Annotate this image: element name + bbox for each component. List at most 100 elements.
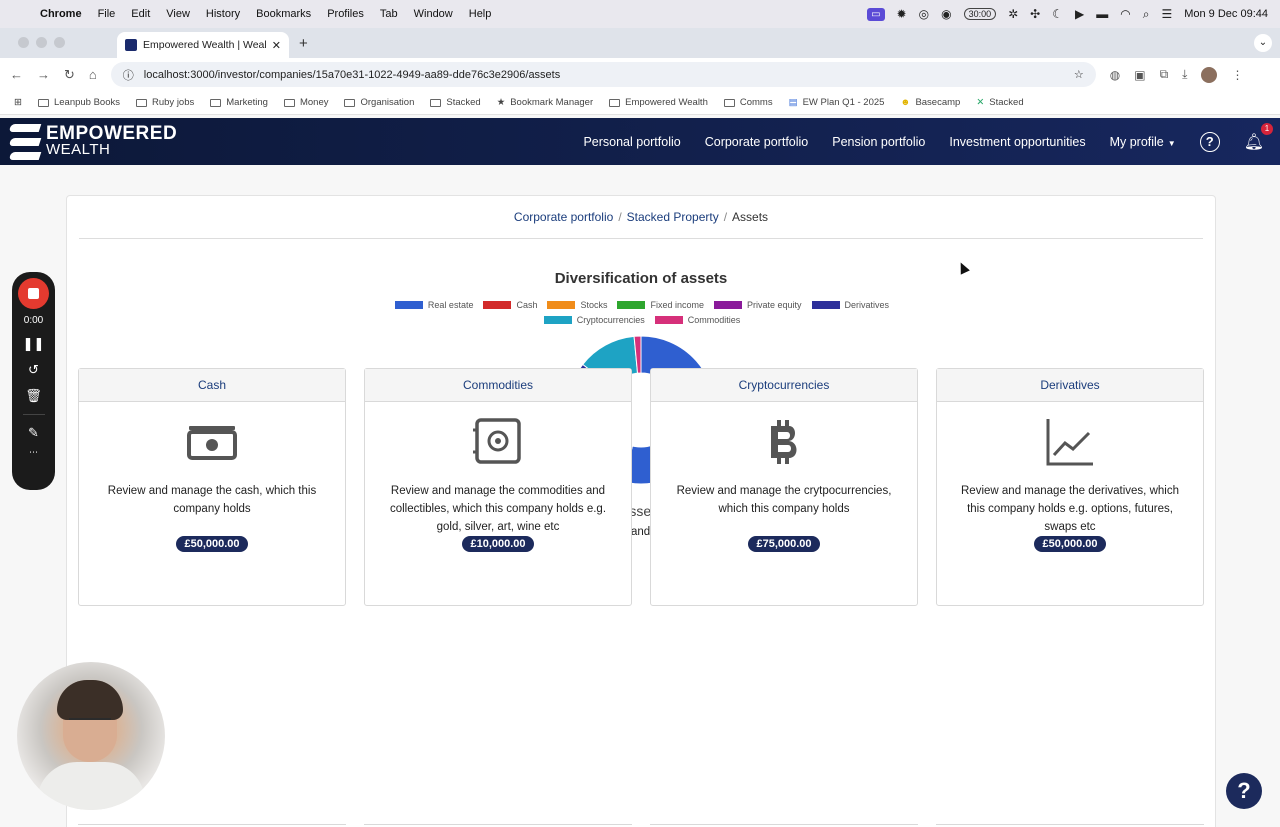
legend-swatch — [483, 301, 512, 309]
legend-item[interactable]: Private equity — [714, 300, 802, 310]
menu-bookmarks[interactable]: Bookmarks — [256, 8, 312, 20]
menu-edit[interactable]: Edit — [131, 8, 151, 20]
app-status-icon[interactable]: ◉ — [941, 7, 952, 21]
browser-tab[interactable]: Empowered Wealth | Wealth M ✕ — [117, 32, 289, 58]
menu-window[interactable]: Window — [413, 8, 453, 20]
bookmark-item[interactable]: Money — [283, 97, 328, 108]
legend-item[interactable]: Real estate — [394, 300, 474, 310]
legend-item[interactable]: Derivatives — [811, 300, 889, 310]
minimize-window-button[interactable] — [36, 37, 47, 48]
url-text[interactable]: localhost:3000/investor/companies/15a70e… — [143, 68, 561, 81]
bookmark-item[interactable]: Stacked — [430, 97, 481, 108]
new-tab-button[interactable]: + — [299, 35, 308, 52]
close-tab-icon[interactable]: ✕ — [271, 39, 281, 52]
nav-corporate-portfolio[interactable]: Corporate portfolio — [704, 134, 809, 149]
extension-icon-2[interactable]: ▣ — [1134, 67, 1146, 82]
bookmark-item[interactable]: Ruby jobs — [136, 97, 194, 108]
breadcrumb-company[interactable]: Stacked Property — [626, 210, 719, 224]
asset-card-cash[interactable]: Cash Review and manage the cash, which t… — [78, 368, 346, 606]
bookmark-label: EW Plan Q1 - 2025 — [802, 97, 885, 108]
asset-card-title[interactable]: Commodities — [365, 369, 631, 402]
spotlight-icon[interactable]: ⌕ — [1142, 6, 1150, 21]
bookmark-item[interactable]: ★ Bookmark Manager — [497, 97, 593, 108]
site-info-icon[interactable]: ⓘ — [122, 69, 134, 82]
help-chat-button[interactable]: ? — [1226, 773, 1262, 809]
menu-tab[interactable]: Tab — [379, 8, 398, 20]
notification-bell-icon[interactable]: 🔔︎ 1 — [1244, 122, 1273, 152]
donut-slice-commodities[interactable] — [633, 335, 642, 374]
brand-logo[interactable]: EMPOWERED WEALTH — [8, 123, 177, 160]
asset-card-title[interactable]: Derivatives — [937, 369, 1203, 402]
bookmark-item[interactable]: ▤ EW Plan Q1 - 2025 — [789, 97, 885, 108]
menubar-clock[interactable]: Mon 9 Dec 09:44 — [1184, 8, 1268, 20]
bookmark-item[interactable]: Comms — [723, 97, 773, 108]
maximize-window-button[interactable] — [54, 37, 65, 48]
breadcrumb-corporate-portfolio[interactable]: Corporate portfolio — [513, 210, 614, 224]
back-icon[interactable]: ← — [10, 67, 23, 82]
more-dots-icon[interactable]: ⋯ — [29, 447, 38, 457]
bookmark-item[interactable]: Empowered Wealth — [609, 97, 708, 108]
legend-item[interactable]: Cash — [483, 300, 537, 310]
address-bar[interactable]: ⓘ localhost:3000/investor/companies/15a7… — [110, 62, 1096, 87]
notification-badge: 1 — [1261, 122, 1273, 135]
legend-item[interactable]: Commodities — [654, 315, 740, 325]
apps-grid-icon[interactable]: ⊞ — [14, 97, 22, 108]
extension-icon-1[interactable]: ◍ — [1109, 67, 1121, 82]
battery-icon[interactable]: ▬ — [1096, 7, 1109, 21]
webcam-bubble[interactable] — [17, 662, 165, 810]
asset-card-derivatives[interactable]: Derivatives Review and manage the deriva… — [936, 368, 1204, 606]
pencil-icon[interactable]: ✎ — [28, 425, 39, 440]
legend-item[interactable]: Stocks — [547, 300, 607, 310]
home-icon[interactable]: ⌂ — [88, 67, 97, 82]
nav-my-profile[interactable]: My profile ▼ — [1110, 135, 1176, 149]
restart-icon[interactable]: ↺ — [28, 362, 39, 377]
bookmark-item[interactable]: Leanpub Books — [37, 97, 120, 108]
browser-menu-icon[interactable]: ⋮ — [1231, 67, 1244, 82]
asset-card-title[interactable]: Cryptocurrencies — [651, 369, 917, 402]
legend-item[interactable]: Cryptocurrencies — [543, 315, 645, 325]
menu-app[interactable]: Chrome — [40, 8, 82, 20]
fan-icon[interactable]: ✣ — [1030, 7, 1041, 21]
stop-recording-button[interactable] — [18, 278, 49, 309]
bookmark-item[interactable]: Organisation — [344, 97, 414, 108]
bookmark-item[interactable]: ✕ Stacked — [976, 97, 1023, 108]
legend-item[interactable]: Fixed income — [617, 300, 704, 310]
wifi-icon[interactable]: ◠ — [1120, 7, 1131, 21]
nav-pension-portfolio[interactable]: Pension portfolio — [832, 134, 926, 149]
extensions-puzzle-icon[interactable]: ⧉ — [1159, 67, 1169, 81]
butterfly-icon[interactable]: ✲ — [1008, 7, 1019, 21]
download-icon[interactable]: ⤓ — [1182, 67, 1188, 81]
menu-file[interactable]: File — [97, 8, 116, 20]
bookmark-item[interactable]: ☻ Basecamp — [900, 97, 960, 108]
bookmark-star-icon[interactable]: ☆ — [1073, 69, 1084, 81]
reload-icon[interactable]: ↻ — [64, 66, 75, 82]
control-center-icon[interactable]: ☰ — [1161, 7, 1173, 21]
play-icon[interactable]: ▶ — [1075, 7, 1085, 21]
menu-history[interactable]: History — [205, 8, 241, 20]
menu-profiles[interactable]: Profiles — [327, 8, 364, 20]
trash-icon[interactable]: 🗑︎ — [25, 388, 42, 403]
legend-label: Real estate — [427, 300, 474, 310]
screen-record-icon[interactable]: ▭ — [867, 7, 885, 21]
help-icon[interactable]: ? — [1199, 131, 1220, 152]
profile-avatar[interactable] — [1201, 66, 1218, 83]
tab-search-chevron-icon[interactable]: ⌄ — [1254, 34, 1272, 52]
legend-swatch — [543, 316, 572, 324]
asset-card-title[interactable]: Cash — [79, 369, 345, 402]
asset-card-commodities[interactable]: Commodities Review and manage the commod… — [364, 368, 632, 606]
menu-view[interactable]: View — [166, 8, 190, 20]
sync-icon[interactable]: ◎ — [918, 7, 930, 21]
nav-investment-opportunities[interactable]: Investment opportunities — [949, 134, 1086, 149]
menu-help[interactable]: Help — [468, 8, 492, 20]
bookmark-item[interactable]: Marketing — [210, 97, 268, 108]
close-window-button[interactable] — [18, 37, 29, 48]
browser-tabstrip: Empowered Wealth | Wealth M ✕ + ⌄ — [0, 28, 1280, 58]
nav-personal-portfolio[interactable]: Personal portfolio — [583, 134, 681, 149]
asset-card-description: Review and manage the cash, which this c… — [107, 485, 317, 515]
pause-icon[interactable]: ❚❚ — [22, 336, 45, 351]
moon-icon[interactable]: ☾ — [1052, 7, 1063, 21]
asset-card-cryptocurrencies[interactable]: Cryptocurrencies Review and manage the c… — [650, 368, 918, 606]
timer-pill[interactable]: 30:00 — [963, 8, 997, 20]
gear-icon[interactable]: ✹ — [896, 7, 907, 21]
forward-icon[interactable]: → — [37, 67, 50, 82]
